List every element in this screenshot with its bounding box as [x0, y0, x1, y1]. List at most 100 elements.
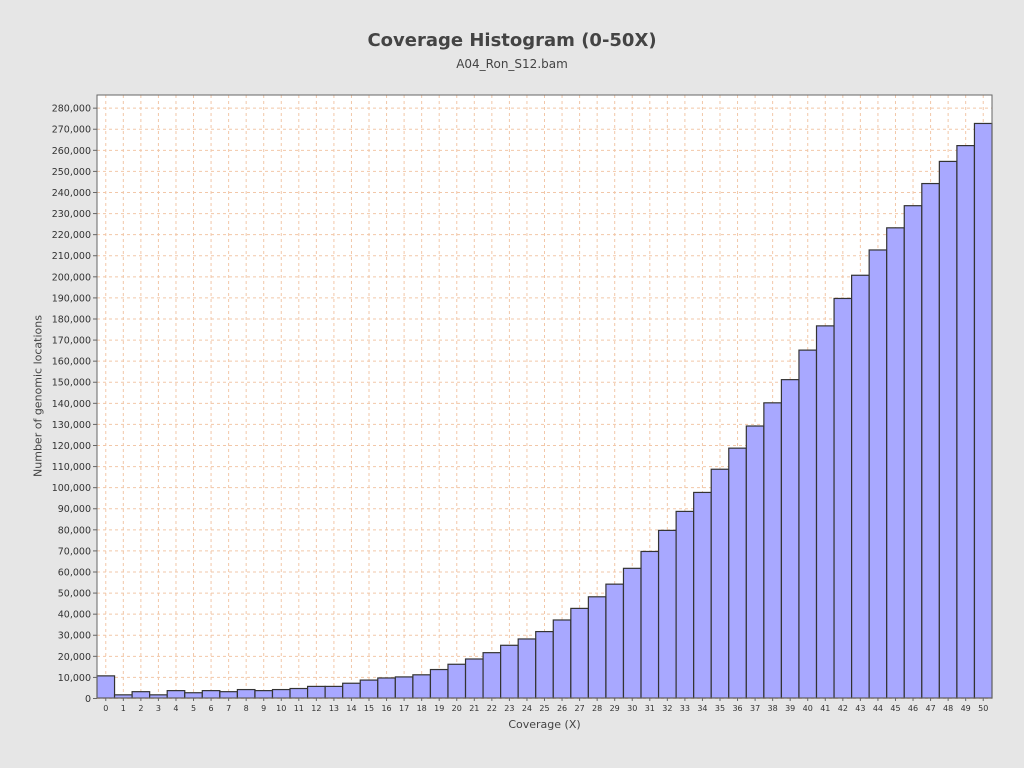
y-tick-label: 210,000	[52, 251, 91, 262]
histogram-bar	[851, 274, 870, 699]
x-tick-label: 3	[156, 704, 161, 713]
histogram-bar	[359, 679, 379, 699]
histogram-bar	[394, 676, 414, 699]
x-tick-label: 0	[103, 704, 108, 713]
x-tick-label: 7	[226, 704, 231, 713]
x-tick-label: 18	[417, 704, 427, 713]
histogram-bar	[868, 249, 888, 699]
y-tick-label: 90,000	[58, 504, 91, 515]
y-tick-label: 140,000	[52, 399, 91, 410]
x-tick-label: 46	[908, 704, 918, 713]
histogram-bar	[342, 682, 361, 699]
histogram-bar	[324, 685, 344, 699]
x-tick-label: 40	[803, 704, 813, 713]
histogram-bar	[131, 691, 151, 699]
histogram-bar	[587, 596, 607, 699]
histogram-bar	[482, 652, 502, 699]
y-tick-label: 220,000	[52, 230, 91, 241]
x-tick-label: 42	[838, 704, 848, 713]
x-tick-label: 15	[364, 704, 374, 713]
histogram-bar	[763, 402, 783, 699]
x-tick-label: 22	[487, 704, 497, 713]
x-tick-label: 17	[399, 704, 409, 713]
x-tick-label: 9	[261, 704, 266, 713]
x-tick-label: 28	[592, 704, 602, 713]
x-tick-label: 48	[943, 704, 953, 713]
histogram-bar	[815, 325, 835, 699]
histogram-bar	[535, 630, 554, 699]
histogram-bar	[184, 692, 203, 699]
x-tick-label: 37	[750, 704, 760, 713]
y-tick-label: 260,000	[52, 146, 91, 157]
y-tick-label: 240,000	[52, 188, 91, 199]
y-tick-label: 20,000	[58, 652, 91, 663]
histogram-bar	[166, 690, 186, 699]
histogram-bar	[605, 583, 625, 699]
x-tick-label: 5	[191, 704, 196, 713]
x-tick-label: 26	[557, 704, 567, 713]
x-tick-label: 4	[173, 704, 178, 713]
histogram-bar	[236, 688, 256, 699]
histogram-bar	[517, 638, 537, 699]
y-tick-label: 130,000	[52, 420, 91, 431]
bars	[96, 122, 993, 699]
y-tick-label: 10,000	[58, 673, 91, 684]
x-tick-label: 34	[697, 704, 707, 713]
x-tick-label: 23	[504, 704, 514, 713]
histogram-bar	[921, 182, 940, 699]
histogram-bar	[693, 491, 712, 699]
histogram-bar	[201, 690, 221, 699]
y-axis-title: Number of genomic locations	[31, 315, 45, 477]
plot-border	[96, 94, 993, 699]
histogram-bar	[903, 205, 923, 699]
x-tick-label: 19	[434, 704, 444, 713]
histogram-bar	[570, 607, 589, 699]
y-tick-label: 160,000	[52, 357, 91, 368]
x-tick-label: 47	[925, 704, 935, 713]
histogram-bar	[289, 687, 309, 699]
histogram-bar	[271, 688, 291, 699]
histogram-bar	[728, 447, 747, 699]
y-tick-label: 30,000	[58, 631, 91, 642]
y-tick-label: 250,000	[52, 167, 91, 178]
y-tick-label: 110,000	[52, 462, 91, 473]
y-tick-label: 280,000	[52, 104, 91, 115]
histogram-bar	[447, 663, 467, 699]
histogram-bar	[412, 674, 432, 699]
histogram-bar	[464, 658, 484, 699]
x-tick-label: 50	[978, 704, 988, 713]
histogram-bar	[833, 297, 853, 699]
x-tick-label: 6	[209, 704, 214, 713]
x-tick-label: 13	[329, 704, 339, 713]
histogram-bar	[500, 644, 519, 699]
y-axis: 0 10,000 20,000 30,000 40,000 50,000 60,000 70,…	[52, 104, 97, 705]
chart-title: Coverage Histogram (0-50X)	[367, 30, 657, 51]
x-tick-label: 29	[610, 704, 620, 713]
x-tick-label: 31	[645, 704, 655, 713]
y-tick-label: 190,000	[52, 293, 91, 304]
histogram-bar	[956, 145, 976, 699]
histogram-bar	[254, 690, 274, 699]
histogram-bar	[938, 160, 958, 699]
histogram-bar	[429, 668, 449, 699]
x-tick-label: 11	[294, 704, 304, 713]
x-tick-label: 20	[452, 704, 462, 713]
y-tick-label: 60,000	[58, 567, 91, 578]
histogram-bar	[675, 510, 695, 699]
x-tick-label: 38	[768, 704, 778, 713]
y-tick-label: 270,000	[52, 125, 91, 136]
x-tick-label: 45	[890, 704, 900, 713]
x-tick-label: 8	[244, 704, 249, 713]
histogram-bar	[798, 349, 818, 699]
histogram-bar	[96, 675, 116, 699]
histogram-bar	[377, 677, 396, 699]
x-tick-label: 21	[469, 704, 479, 713]
x-tick-label: 25	[539, 704, 549, 713]
x-tick-label: 33	[680, 704, 690, 713]
histogram-bar	[710, 468, 730, 699]
y-tick-label: 150,000	[52, 378, 91, 389]
y-tick-label: 0	[85, 694, 91, 705]
y-tick-label: 50,000	[58, 589, 91, 600]
x-tick-label: 24	[522, 704, 532, 713]
